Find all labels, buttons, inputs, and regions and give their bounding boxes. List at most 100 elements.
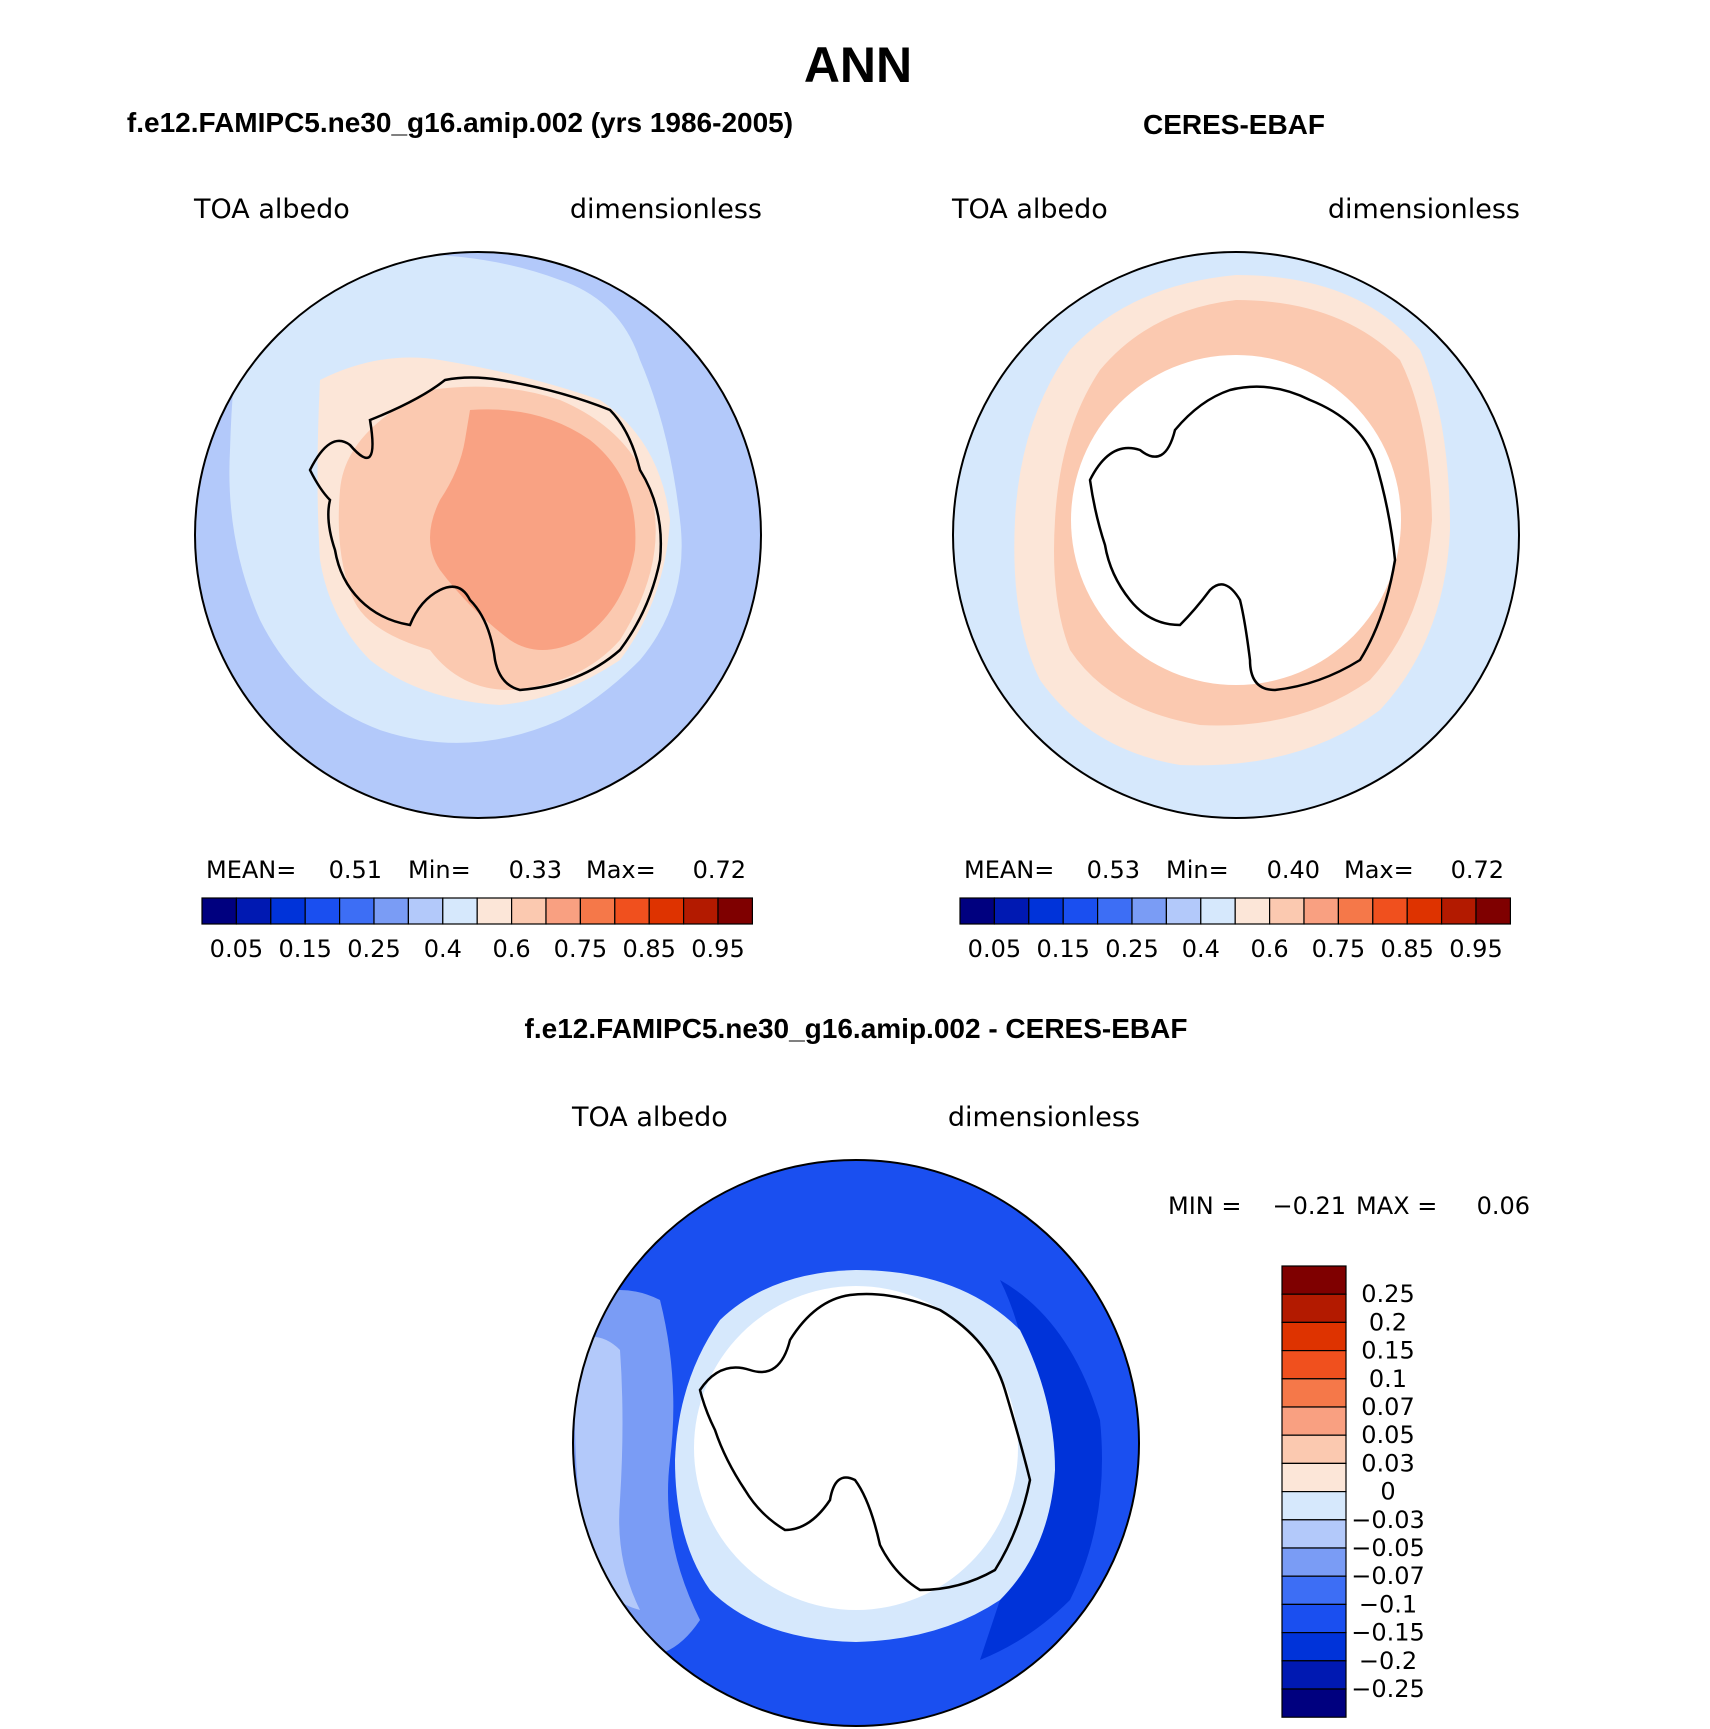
colorbar-swatch bbox=[304, 897, 341, 925]
colorbar-swatch bbox=[682, 897, 719, 925]
colorbar-swatch bbox=[1281, 1434, 1347, 1464]
colorbar-tick-label: 0.05 bbox=[968, 935, 1021, 963]
colorbar-swatch bbox=[1281, 1321, 1347, 1352]
colorbar-tick-label: −0.05 bbox=[1351, 1534, 1425, 1562]
panel-obs-variable: TOA albedo bbox=[951, 194, 1108, 225]
map-model bbox=[195, 252, 761, 818]
colorbar-swatch bbox=[1281, 1293, 1347, 1323]
colorbar-tick-label: −0.07 bbox=[1351, 1562, 1425, 1590]
map-diff-border bbox=[572, 1159, 1140, 1727]
colorbar-swatch bbox=[648, 897, 685, 925]
colorbar-swatch bbox=[614, 897, 650, 925]
colorbar-swatch bbox=[1281, 1378, 1347, 1408]
colorbar-tick-label: 0.07 bbox=[1361, 1393, 1414, 1421]
colorbar-swatch bbox=[1281, 1406, 1347, 1436]
colorbar-swatch bbox=[1281, 1631, 1347, 1662]
colorbar-tick-label: −0.15 bbox=[1351, 1619, 1425, 1647]
colorbar-swatch bbox=[1268, 897, 1305, 925]
svg-text:Max=: Max= bbox=[1344, 856, 1414, 884]
colorbar-swatch bbox=[1281, 1603, 1347, 1634]
colorbar-tick-label: 0.25 bbox=[1361, 1280, 1414, 1308]
page-title: ANN bbox=[804, 37, 912, 93]
colorbar-swatch bbox=[1281, 1519, 1347, 1549]
colorbar-swatch bbox=[1281, 1547, 1347, 1577]
svg-text:0.33: 0.33 bbox=[509, 856, 562, 884]
svg-text:Min=: Min= bbox=[1166, 856, 1229, 884]
colorbar-swatch bbox=[1281, 1490, 1347, 1521]
map-obs-border bbox=[952, 251, 1520, 819]
colorbar-tick-label: 0.25 bbox=[347, 935, 400, 963]
panel-diff-variable: TOA albedo bbox=[571, 1102, 728, 1133]
svg-text:MEAN=: MEAN= bbox=[964, 856, 1054, 884]
colorbar-swatch bbox=[373, 897, 410, 925]
colorbar-tick-label: 0.2 bbox=[1369, 1308, 1407, 1336]
colorbar-tick-label: 0.95 bbox=[1449, 935, 1502, 963]
svg-text:0.72: 0.72 bbox=[693, 856, 746, 884]
panel-model-units: dimensionless bbox=[570, 194, 762, 225]
colorbar-diff: 0.250.20.150.10.070.050.030−0.03−0.05−0.… bbox=[1281, 1265, 1425, 1718]
colorbar-swatch bbox=[511, 897, 547, 925]
colorbar-swatch bbox=[1281, 1575, 1347, 1605]
colorbar-tick-label: 0 bbox=[1380, 1478, 1395, 1506]
panel-diff-title: f.e12.FAMIPC5.ne30_g16.amip.002 - CERES-… bbox=[525, 1013, 1188, 1044]
colorbar-swatch bbox=[1281, 1462, 1347, 1493]
map-diff bbox=[573, 1160, 1139, 1726]
colorbar-tick-label: 0.1 bbox=[1369, 1365, 1407, 1393]
colorbar-swatch bbox=[717, 897, 754, 925]
colorbar-tick-label: 0.25 bbox=[1105, 935, 1158, 963]
svg-text:MIN =: MIN = bbox=[1168, 1192, 1241, 1220]
colorbar-swatch bbox=[1281, 1688, 1347, 1718]
svg-text:−0.21: −0.21 bbox=[1272, 1192, 1346, 1220]
colorbar-swatch bbox=[442, 897, 478, 925]
colorbar-swatch bbox=[1337, 897, 1374, 925]
colorbar-tick-label: 0.6 bbox=[493, 935, 531, 963]
colorbar-tick-label: 0.4 bbox=[424, 935, 462, 963]
colorbar-tick-label: −0.2 bbox=[1359, 1647, 1417, 1675]
colorbar-tick-label: 0.15 bbox=[1361, 1337, 1414, 1365]
panel-model-stats: MEAN= 0.51 Min= 0.33 Max= 0.72 bbox=[206, 856, 746, 884]
colorbar-swatch bbox=[1281, 1349, 1347, 1380]
svg-text:0.72: 0.72 bbox=[1451, 856, 1504, 884]
panel-obs-units: dimensionless bbox=[1328, 194, 1520, 225]
colorbar-swatch bbox=[993, 897, 1030, 925]
colorbar-swatch bbox=[579, 897, 616, 925]
colorbar-tick-label: 0.4 bbox=[1182, 935, 1220, 963]
colorbar-swatch bbox=[339, 897, 375, 925]
svg-text:Max=: Max= bbox=[586, 856, 656, 884]
colorbar-model: 0.05 0.15 0.25 0.4 0.6 0.75 0.85 0.95 bbox=[201, 897, 754, 963]
panel-obs-title: CERES-EBAF bbox=[1143, 109, 1325, 140]
colorbar-tick-label: 0.03 bbox=[1361, 1449, 1414, 1477]
colorbar-swatch bbox=[235, 897, 272, 925]
colorbar-tick-label: −0.1 bbox=[1359, 1590, 1417, 1618]
panel-diff-stats: MIN = −0.21 MAX = 0.06 bbox=[1168, 1192, 1530, 1220]
colorbar-swatch bbox=[1475, 897, 1512, 925]
panel-model-variable: TOA albedo bbox=[193, 194, 350, 225]
colorbar-swatch bbox=[1406, 897, 1443, 925]
colorbar-swatch bbox=[201, 897, 238, 925]
colorbar-swatch bbox=[1028, 897, 1064, 925]
colorbar-tick-label: 0.15 bbox=[1036, 935, 1089, 963]
colorbar-swatch bbox=[959, 897, 996, 925]
colorbar-tick-label: 0.05 bbox=[210, 935, 263, 963]
colorbar-swatch bbox=[476, 897, 513, 925]
colorbar-swatch bbox=[1281, 1265, 1347, 1295]
colorbar-swatch bbox=[1131, 897, 1168, 925]
svg-text:MEAN=: MEAN= bbox=[206, 856, 296, 884]
colorbar-tick-label: 0.85 bbox=[1380, 935, 1433, 963]
colorbar-swatch bbox=[1372, 897, 1408, 925]
colorbar-swatch bbox=[1165, 897, 1202, 925]
colorbar-tick-label: 0.75 bbox=[554, 935, 607, 963]
colorbar-swatch bbox=[1062, 897, 1099, 925]
colorbar-tick-label: 0.15 bbox=[278, 935, 331, 963]
colorbar-swatch bbox=[270, 897, 306, 925]
colorbar-swatch bbox=[545, 897, 582, 925]
colorbar-swatch bbox=[1096, 897, 1133, 925]
colorbar-tick-label: −0.25 bbox=[1351, 1675, 1425, 1703]
colorbar-obs: 0.05 0.15 0.25 0.4 0.6 0.75 0.85 0.95 bbox=[959, 897, 1512, 963]
colorbar-tick-label: 0.95 bbox=[691, 935, 744, 963]
colorbar-swatch bbox=[1303, 897, 1340, 925]
colorbar-tick-label: 0.75 bbox=[1312, 935, 1365, 963]
colorbar-tick-label: 0.05 bbox=[1361, 1421, 1414, 1449]
colorbar-swatch bbox=[1440, 897, 1477, 925]
